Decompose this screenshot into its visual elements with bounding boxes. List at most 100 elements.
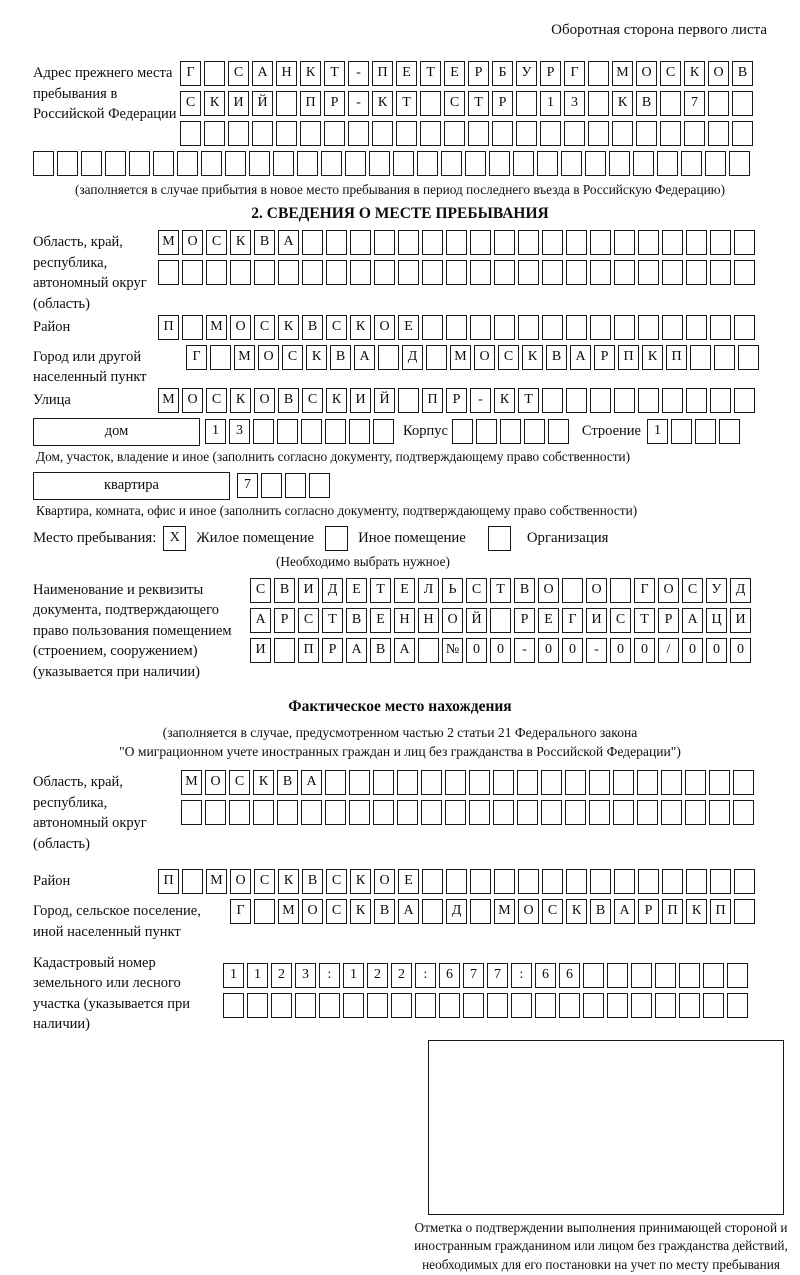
form-cell[interactable]: 2 (391, 962, 412, 988)
form-cell[interactable]: Д (446, 899, 467, 925)
form-cell[interactable] (325, 770, 346, 796)
form-cell[interactable]: П (300, 91, 321, 116)
form-cell[interactable]: О (708, 61, 729, 86)
form-cell[interactable] (223, 992, 244, 1018)
form-cell[interactable] (679, 992, 700, 1018)
form-cell[interactable] (590, 260, 611, 286)
form-cell[interactable] (487, 992, 508, 1018)
form-cell[interactable] (662, 314, 683, 340)
form-cell[interactable] (301, 419, 322, 445)
form-cell[interactable] (631, 992, 652, 1018)
form-cell[interactable] (393, 151, 414, 176)
form-cell[interactable] (228, 121, 249, 146)
form-cell[interactable] (655, 962, 676, 988)
form-cell[interactable] (350, 230, 371, 256)
form-cell[interactable] (590, 387, 611, 413)
form-cell[interactable] (295, 992, 316, 1018)
form-cell[interactable]: Г (230, 899, 251, 925)
form-cell[interactable] (637, 800, 658, 826)
form-cell[interactable] (177, 151, 198, 176)
form-cell[interactable]: 3 (564, 91, 585, 116)
form-cell[interactable] (614, 314, 635, 340)
form-cell[interactable] (590, 869, 611, 895)
form-cell[interactable]: : (511, 962, 532, 988)
form-cell[interactable]: М (494, 899, 515, 925)
form-cell[interactable] (391, 992, 412, 1018)
form-cell[interactable] (729, 151, 750, 176)
form-cell[interactable] (271, 992, 292, 1018)
form-cell[interactable] (321, 151, 342, 176)
form-cell[interactable] (422, 260, 443, 286)
form-cell[interactable]: С (206, 387, 227, 413)
form-cell[interactable] (204, 121, 225, 146)
form-cell[interactable]: 6 (439, 962, 460, 988)
form-cell[interactable] (710, 387, 731, 413)
form-cell[interactable]: О (586, 577, 607, 603)
form-cell[interactable] (225, 151, 246, 176)
form-cell[interactable]: А (682, 607, 703, 633)
form-cell[interactable]: П (662, 899, 683, 925)
form-cell[interactable] (703, 962, 724, 988)
form-cell[interactable]: И (586, 607, 607, 633)
form-cell[interactable]: Т (396, 91, 417, 116)
form-cell[interactable]: 0 (706, 637, 727, 663)
form-cell[interactable] (490, 607, 511, 633)
form-cell[interactable] (709, 800, 730, 826)
form-cell[interactable] (475, 419, 497, 445)
form-cell[interactable]: С (682, 577, 703, 603)
form-cell[interactable]: К (612, 91, 633, 116)
form-cell[interactable]: Г (634, 577, 655, 603)
form-cell[interactable]: М (206, 314, 227, 340)
form-cell[interactable] (398, 230, 419, 256)
form-cell[interactable] (513, 151, 534, 176)
form-cell[interactable] (734, 899, 755, 925)
form-cell[interactable] (686, 260, 707, 286)
form-cell[interactable]: С (542, 899, 563, 925)
form-cell[interactable] (566, 314, 587, 340)
form-cell[interactable]: П (666, 344, 687, 370)
form-cell[interactable] (463, 992, 484, 1018)
form-cell[interactable]: Г (562, 607, 583, 633)
form-cell[interactable] (489, 151, 510, 176)
form-cell[interactable] (105, 151, 126, 176)
form-cell[interactable]: № (442, 637, 463, 663)
form-cell[interactable]: Й (374, 387, 395, 413)
form-cell[interactable] (302, 260, 323, 286)
form-cell[interactable]: Р (492, 91, 513, 116)
form-cell[interactable]: Ц (706, 607, 727, 633)
form-cell[interactable]: 3 (295, 962, 316, 988)
form-cell[interactable] (276, 91, 297, 116)
form-cell[interactable] (566, 869, 587, 895)
form-cell[interactable] (710, 869, 731, 895)
form-cell[interactable] (446, 230, 467, 256)
form-cell[interactable] (537, 151, 558, 176)
form-cell[interactable] (718, 419, 740, 445)
form-cell[interactable]: О (258, 344, 279, 370)
form-cell[interactable]: С (229, 770, 250, 796)
form-cell[interactable] (535, 992, 556, 1018)
form-cell[interactable]: О (518, 899, 539, 925)
form-cell[interactable] (589, 800, 610, 826)
form-cell[interactable]: 1 (343, 962, 364, 988)
form-cell[interactable] (542, 260, 563, 286)
form-cell[interactable] (607, 962, 628, 988)
form-cell[interactable] (418, 637, 439, 663)
form-cell[interactable]: С (180, 91, 201, 116)
form-cell[interactable] (493, 800, 514, 826)
form-cell[interactable] (709, 770, 730, 796)
form-cell[interactable] (662, 869, 683, 895)
form-cell[interactable]: К (494, 387, 515, 413)
form-cell[interactable]: : (415, 962, 436, 988)
form-cell[interactable]: Н (418, 607, 439, 633)
form-cell[interactable]: П (618, 344, 639, 370)
form-cell[interactable]: А (354, 344, 375, 370)
form-cell[interactable] (470, 260, 491, 286)
form-cell[interactable]: Ь (442, 577, 463, 603)
form-cell[interactable]: В (302, 869, 323, 895)
form-cell[interactable] (686, 387, 707, 413)
form-cell[interactable]: Д (730, 577, 751, 603)
form-cell[interactable] (638, 260, 659, 286)
form-cell[interactable]: Н (276, 61, 297, 86)
form-cell[interactable] (470, 314, 491, 340)
form-cell[interactable] (278, 260, 299, 286)
